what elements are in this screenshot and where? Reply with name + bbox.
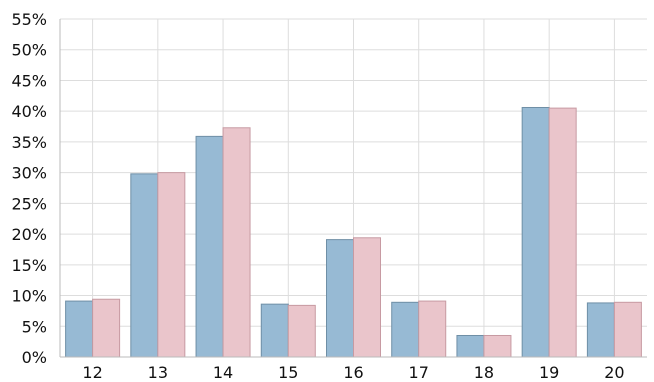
bars — [65, 106, 642, 358]
bar-series-1-14 — [195, 135, 224, 358]
bar-series-1-13 — [130, 173, 159, 358]
bar-series-1-18 — [456, 334, 485, 358]
bar-series-2-14 — [222, 127, 251, 358]
y-tick-label: 55% — [11, 10, 47, 29]
bar-series-1-19 — [521, 106, 550, 358]
y-tick-label: 45% — [11, 71, 47, 90]
bar-series-2-20 — [613, 301, 642, 358]
y-tick-label: 50% — [11, 41, 47, 60]
y-tick-label: 25% — [11, 194, 47, 213]
axes — [59, 19, 647, 358]
y-tick-label: 40% — [11, 102, 47, 121]
bar-series-1-16 — [326, 239, 354, 358]
x-tick-label: 17 — [409, 363, 429, 382]
x-tick-label: 16 — [343, 363, 363, 382]
y-tick-label: 10% — [11, 287, 47, 306]
bar-series-2-17 — [418, 300, 447, 358]
x-tick-label: 13 — [148, 363, 168, 382]
bar-series-2-15 — [287, 304, 316, 358]
bar-series-2-12 — [92, 298, 121, 358]
x-tick-label: 12 — [82, 363, 102, 382]
y-tick-label: 20% — [11, 225, 47, 244]
bar-series-2-16 — [353, 237, 381, 358]
x-tick-label: 20 — [604, 363, 624, 382]
y-tick-label: 5% — [22, 317, 47, 336]
x-tick-label: 18 — [474, 363, 494, 382]
y-tick-label: 0% — [22, 348, 47, 367]
tick-labels: 0% 5% 10% 15% 20% 25% 30% 35% 40% 45% 50% 55% 12 13 14… — [11, 10, 624, 382]
x-tick-label: 15 — [278, 363, 298, 382]
bar-series-1-12 — [65, 300, 94, 358]
x-tick-label: 19 — [539, 363, 559, 382]
bar-series-1-15 — [260, 303, 289, 358]
y-tick-label: 35% — [11, 133, 47, 152]
bar-series-1-20 — [586, 302, 615, 358]
bar-series-1-17 — [391, 301, 420, 358]
bar-series-2-19 — [548, 107, 577, 358]
bar-series-2-18 — [483, 334, 512, 358]
bar-series-2-13 — [157, 172, 186, 358]
y-tick-label: 15% — [11, 256, 47, 275]
y-tick-label: 30% — [11, 164, 47, 183]
x-tick-label: 14 — [213, 363, 233, 382]
